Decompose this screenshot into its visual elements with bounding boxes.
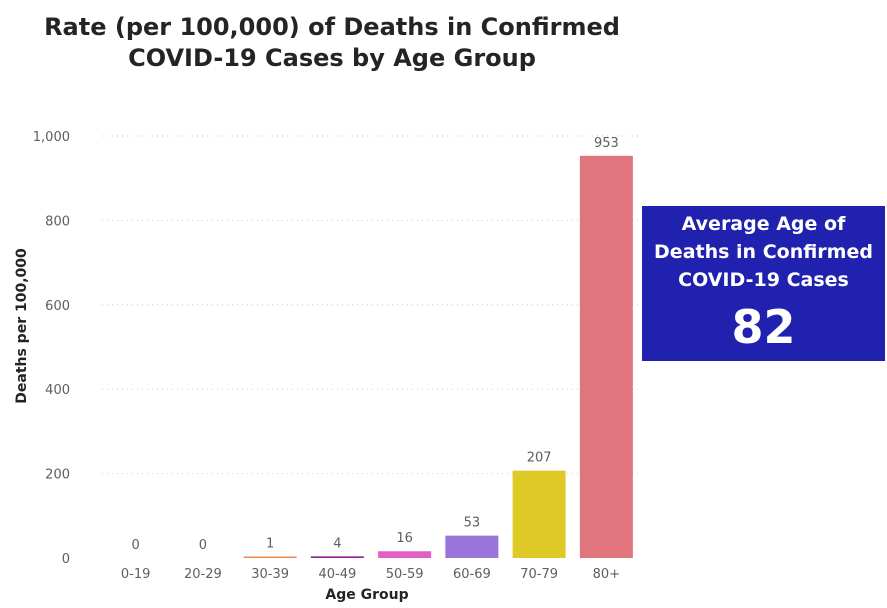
x-tick-label-40-49: 40-49 — [318, 567, 356, 582]
bar-80+[interactable] — [579, 155, 633, 559]
x-axis-ticks: 0-19 20-29 30-39 40-49 50-59 60-69 70-79 80+ — [121, 567, 620, 582]
x-axis-title: Age Group — [325, 587, 408, 603]
data-label-20-29: 0 — [199, 538, 207, 553]
average-age-label-line-3: COVID-19 Cases — [678, 269, 849, 291]
x-tick-label-20-29: 20-29 — [184, 567, 222, 582]
y-tick-label: 200 — [45, 468, 70, 483]
y-tick-label: 800 — [45, 214, 70, 229]
data-labels: 0 0 1 4 16 53 207 953 — [131, 136, 618, 553]
data-label-60-69: 53 — [464, 516, 481, 531]
x-tick-label-80+: 80+ — [593, 567, 620, 582]
average-age-label-line-2: Deaths in Confirmed — [654, 241, 873, 263]
x-tick-label-70-79: 70-79 — [520, 567, 558, 582]
average-age-value: 82 — [731, 300, 796, 354]
bar-chart: 0 200 400 600 800 1,000 0 0 1 4 16 53 207 953 0-19 20… — [14, 130, 640, 603]
bar-50-59[interactable] — [378, 551, 432, 558]
y-tick-label: 1,000 — [33, 130, 70, 145]
data-label-70-79: 207 — [527, 451, 552, 466]
bar-40-49[interactable] — [310, 556, 364, 558]
data-label-0-19: 0 — [131, 538, 139, 553]
y-tick-label: 400 — [45, 383, 70, 398]
data-label-50-59: 16 — [396, 531, 413, 546]
average-age-label: Average Age of Deaths in Confirmed COVID… — [642, 210, 885, 294]
gridlines — [102, 135, 640, 475]
bars — [243, 155, 633, 559]
bar-60-69[interactable] — [445, 535, 499, 558]
bar-70-79[interactable] — [512, 470, 566, 558]
chart-title-line-1: Rate (per 100,000) of Deaths in Confirme… — [44, 13, 620, 41]
x-tick-label-30-39: 30-39 — [251, 567, 289, 582]
data-label-80+: 953 — [594, 136, 619, 151]
x-tick-label-0-19: 0-19 — [121, 567, 151, 582]
average-age-label-line-1: Average Age of — [681, 213, 846, 235]
y-axis-title: Deaths per 100,000 — [14, 248, 30, 404]
y-tick-label: 600 — [45, 299, 70, 314]
x-tick-label-60-69: 60-69 — [453, 567, 491, 582]
y-tick-label: 0 — [62, 552, 70, 567]
data-label-40-49: 4 — [333, 536, 341, 551]
x-tick-label-50-59: 50-59 — [386, 567, 424, 582]
data-label-30-39: 1 — [266, 537, 274, 552]
y-axis-ticks: 0 200 400 600 800 1,000 — [33, 130, 70, 567]
chart-title-line-2: COVID-19 Cases by Age Group — [128, 44, 536, 72]
bar-30-39[interactable] — [243, 556, 297, 559]
chart-title: Rate (per 100,000) of Deaths in Confirme… — [22, 12, 642, 74]
average-age-card: Average Age of Deaths in Confirmed COVID… — [642, 206, 885, 361]
